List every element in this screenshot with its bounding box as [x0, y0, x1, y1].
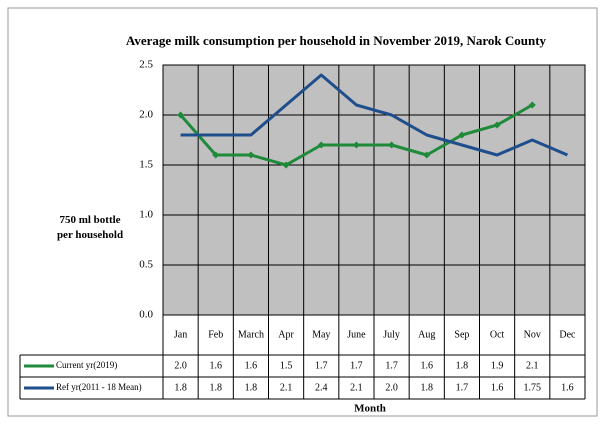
- table-value: 1.6: [561, 382, 574, 393]
- x-tick-label: Sep: [454, 329, 469, 340]
- y-axis-label-text: 750 ml bottle per household: [57, 214, 123, 241]
- x-tick-label: Nov: [524, 329, 541, 340]
- y-tick-label: 1.0: [139, 209, 153, 221]
- table-value: 1.9: [491, 360, 504, 371]
- legend-label: Ref yr(2011 - 18 Mean): [56, 382, 142, 392]
- point: [528, 101, 536, 109]
- y-axis-label: 750 ml bottle per household: [57, 214, 123, 241]
- table-value: 1.8: [174, 382, 187, 393]
- point: [352, 141, 360, 149]
- chart-title: Average milk consumption per household i…: [126, 33, 547, 48]
- table-value: 1.8: [245, 382, 258, 393]
- table-value: 2.1: [526, 360, 539, 371]
- table-value: 2.4: [315, 382, 328, 393]
- x-tick-label: March: [238, 329, 264, 340]
- x-tick-label: Dec: [559, 329, 576, 340]
- table-value: 1.6: [421, 360, 434, 371]
- x-tick-label: June: [347, 329, 366, 340]
- series-line: [180, 73, 569, 157]
- y-tick-label: 0.0: [139, 309, 153, 321]
- table-value: 1.6: [245, 360, 258, 371]
- point: [212, 151, 220, 159]
- table-value: 1.6: [491, 382, 504, 393]
- point: [177, 111, 185, 119]
- point: [493, 121, 501, 129]
- table-value: 2.0: [174, 360, 187, 371]
- legend-label: Current yr(2019): [56, 360, 117, 370]
- table-value: 2.0: [385, 382, 398, 393]
- y-tick-label: 2.5: [139, 59, 153, 71]
- table-value: 1.75: [524, 382, 542, 393]
- point: [458, 131, 466, 139]
- table-value: 1.7: [350, 360, 363, 371]
- table-value: 2.1: [280, 382, 293, 393]
- table-value: 1.8: [210, 382, 223, 393]
- table-value: 2.1: [350, 382, 363, 393]
- table-value: 1.8: [456, 360, 469, 371]
- x-tick-label: Jan: [174, 329, 187, 340]
- table-value: 1.7: [456, 382, 469, 393]
- point: [423, 151, 431, 159]
- table-value: 1.8: [421, 382, 434, 393]
- x-tick-label: July: [383, 329, 400, 340]
- table-value: 1.7: [385, 360, 398, 371]
- y-tick-label: 2.0: [139, 109, 153, 121]
- x-tick-label: Feb: [208, 329, 223, 340]
- point: [282, 161, 290, 169]
- x-tick-label: Oct: [490, 329, 505, 340]
- point: [388, 141, 396, 149]
- table-value: 1.5: [280, 360, 293, 371]
- table-value: 1.7: [315, 360, 328, 371]
- point: [247, 151, 255, 159]
- x-tick-label: May: [312, 329, 330, 340]
- x-tick-label: Apr: [278, 329, 294, 340]
- x-tick-label: Aug: [418, 329, 435, 340]
- y-tick-label: 0.5: [139, 259, 153, 271]
- y-tick-label: 1.5: [139, 159, 153, 171]
- table-value: 1.6: [210, 360, 223, 371]
- point: [317, 141, 325, 149]
- x-axis-label: Month: [354, 403, 386, 415]
